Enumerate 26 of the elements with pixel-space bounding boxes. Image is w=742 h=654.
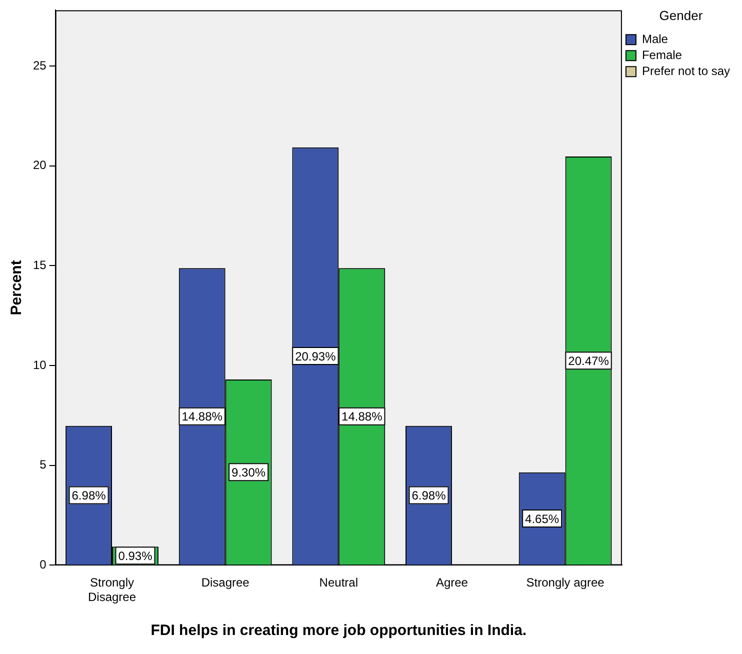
y-tick-label: 25 <box>32 58 47 72</box>
x-tick-label: Agree <box>436 576 468 590</box>
y-tick-label: 5 <box>40 458 47 472</box>
data-label: 14.88% <box>182 410 223 424</box>
data-label: 9.30% <box>232 465 266 480</box>
x-tick-label: Strongly Disagree <box>88 576 136 604</box>
data-label: 6.98% <box>412 488 446 503</box>
y-tick-label: 20 <box>32 158 47 172</box>
legend-label: Female <box>642 48 682 62</box>
data-label: 20.47% <box>568 354 610 368</box>
x-tick-label: Neutral <box>319 576 358 590</box>
y-tick-label: 15 <box>32 258 47 272</box>
y-axis-title: Percent <box>8 260 26 316</box>
y-tick-label: 0 <box>40 558 47 572</box>
y-tick-label: 10 <box>32 358 47 372</box>
legend-label: Male <box>642 32 668 46</box>
data-label: 6.98% <box>72 488 106 503</box>
data-label: 14.88% <box>342 410 383 424</box>
legend-label: Prefer not to say <box>642 64 730 78</box>
x-tick-label: Strongly agree <box>526 576 605 590</box>
data-label: 4.65% <box>525 512 560 526</box>
data-label: 0.93% <box>118 548 153 563</box>
data-label: 20.93% <box>295 349 336 364</box>
x-tick-label: Disagree <box>201 576 250 590</box>
legend-title: Gender <box>659 8 704 24</box>
x-axis-title: FDI helps in creating more job opportunities in India. <box>150 622 527 640</box>
